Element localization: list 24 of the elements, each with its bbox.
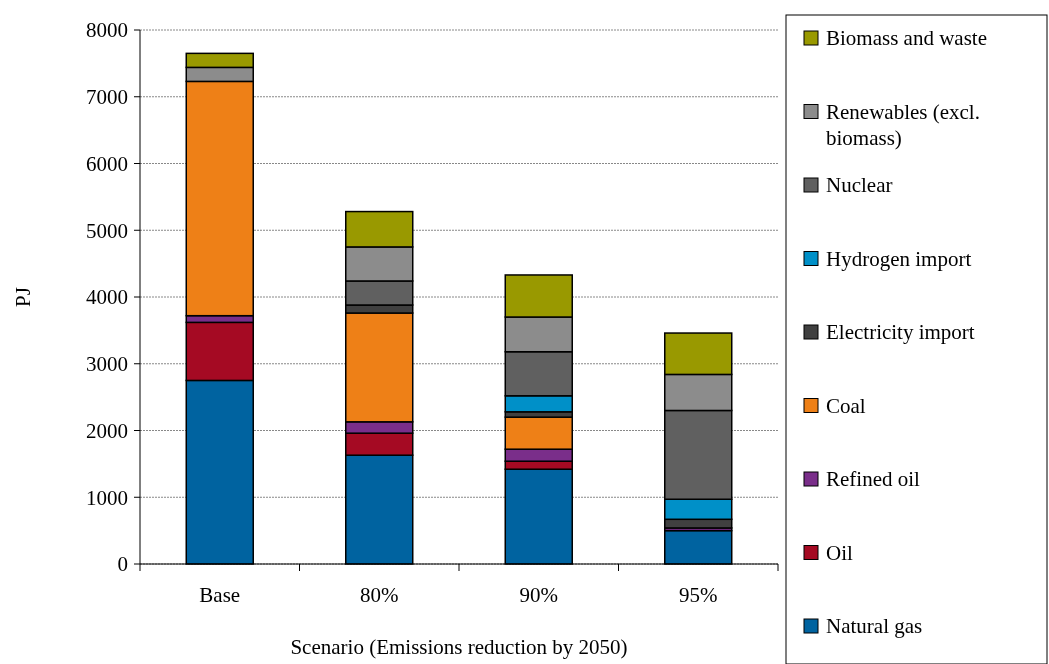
legend-label: Electricity import [826,320,975,344]
legend-label: Nuclear [826,173,893,197]
legend-label: Natural gas [826,614,923,638]
y-tick-label: 6000 [86,151,128,176]
y-tick-label: 8000 [86,18,128,43]
x-tick-label: 90% [519,583,558,607]
x-axis-title: Scenario (Emissions reduction by 2050) [290,635,628,659]
x-tick-label: 80% [360,583,399,607]
y-tick-label: 4000 [86,285,128,310]
y-tick-label: 3000 [86,352,128,377]
y-tick-label: 1000 [86,485,128,510]
legend-label: Renewables (excl. biomass) [826,99,980,150]
y-tick-label: 7000 [86,85,128,110]
legend-label: Hydrogen import [826,246,972,271]
legend-label: Coal [826,393,866,418]
x-tick-label: Base [199,583,241,607]
y-tick-label: 0 [117,552,128,577]
x-tick-label: 95% [679,583,718,607]
legend-label: Oil [826,540,853,565]
y-tick-label: 2000 [86,418,128,443]
y-axis-title: PJ [11,287,35,307]
legend-label: Biomass and waste [826,26,987,50]
y-tick-label: 5000 [86,218,128,243]
legend-label: Refined oil [826,467,921,491]
